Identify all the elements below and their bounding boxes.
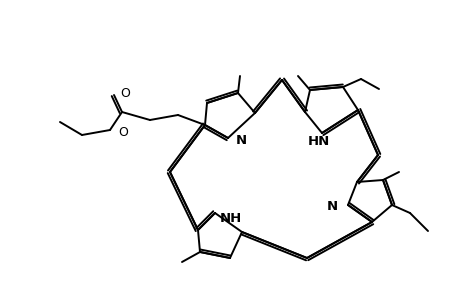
Text: N: N (326, 200, 337, 214)
Text: O: O (118, 125, 128, 139)
Text: N: N (235, 134, 246, 146)
Text: HN: HN (307, 134, 330, 148)
Text: O: O (120, 86, 129, 100)
Text: NH: NH (219, 212, 242, 224)
